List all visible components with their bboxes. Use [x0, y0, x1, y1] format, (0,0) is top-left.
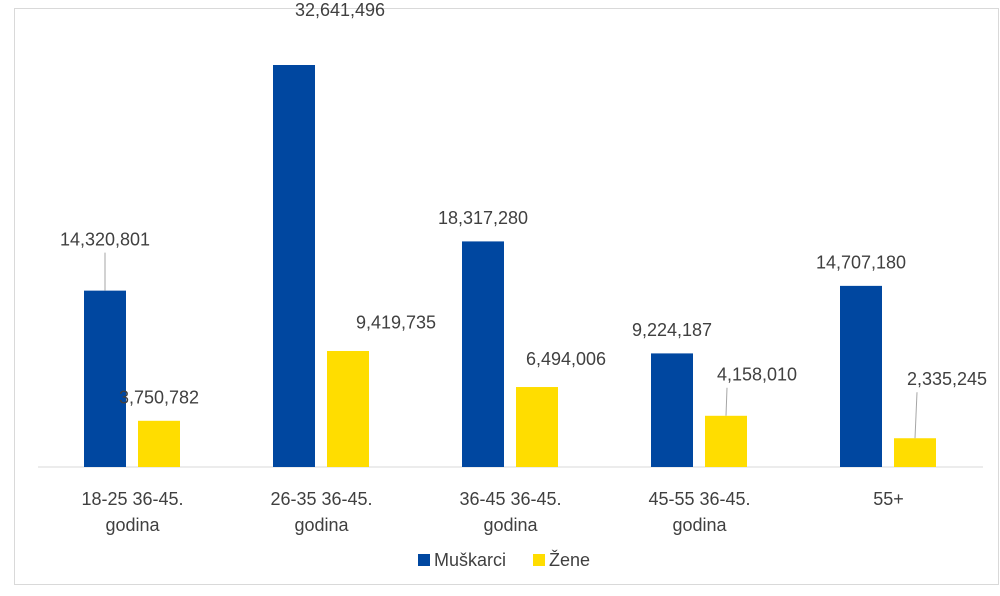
- x-tick-label: 45-55 36-45. godina: [648, 489, 750, 535]
- bar: [462, 241, 504, 467]
- leader-line: [914, 392, 918, 439]
- data-label: 9,224,187: [632, 320, 712, 340]
- data-label: 32,641,496: [295, 0, 385, 20]
- legend-label: Žene: [549, 550, 590, 570]
- data-label: 2,335,245: [907, 369, 987, 389]
- bar: [273, 65, 315, 467]
- data-label: 9,419,735: [356, 313, 436, 333]
- data-label: 3,750,782: [119, 388, 199, 408]
- data-label: 14,707,180: [816, 253, 906, 273]
- bar: [516, 387, 558, 467]
- data-label: 4,158,010: [717, 365, 797, 385]
- bar: [651, 353, 693, 467]
- legend-label: Muškarci: [434, 550, 506, 570]
- leader-line: [725, 387, 728, 416]
- x-tick-label: 18-25 36-45. godina: [81, 489, 183, 535]
- bar: [894, 438, 936, 467]
- data-label: 6,494,006: [526, 349, 606, 369]
- chart-frame: [14, 8, 999, 585]
- legend-swatch: [418, 554, 430, 566]
- bar: [840, 285, 882, 467]
- bar: [138, 420, 180, 467]
- bar: [705, 415, 747, 467]
- data-label: 14,320,801: [60, 229, 150, 249]
- bar: [84, 290, 126, 467]
- x-tick-label: 55+: [873, 489, 904, 509]
- x-tick-label: 36-45 36-45. godina: [459, 489, 561, 535]
- legend-swatch: [533, 554, 545, 566]
- x-tick-label: 26-35 36-45. godina: [270, 489, 372, 535]
- bar: [327, 350, 369, 467]
- data-label: 18,317,280: [438, 208, 528, 228]
